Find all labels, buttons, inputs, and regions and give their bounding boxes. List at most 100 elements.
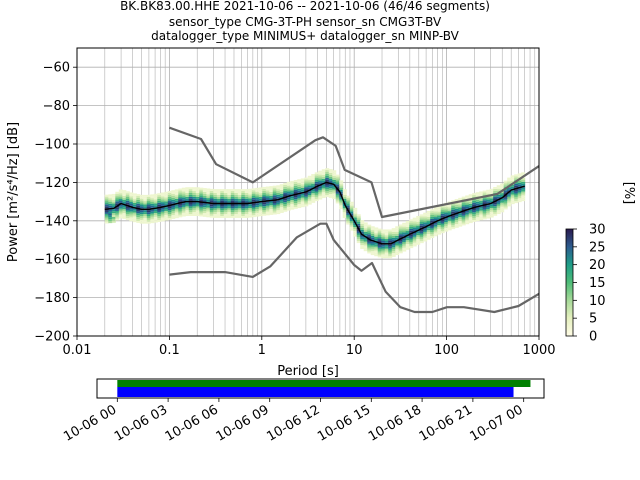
heatmap-cell [496, 208, 501, 211]
heatmap-cell [171, 209, 176, 212]
heatmap-cell [409, 225, 414, 227]
colorbar-tick-label: 20 [589, 258, 606, 273]
heatmap-cell [279, 211, 284, 213]
heatmap-cell [283, 190, 288, 193]
heatmap-cell [370, 232, 375, 234]
heatmap-cell [188, 204, 193, 207]
heatmap-cell [188, 212, 193, 215]
heatmap-cell [503, 180, 508, 183]
heatmap-cell [395, 251, 400, 254]
heatmap-cell [517, 184, 522, 187]
heatmap-cell [370, 235, 375, 238]
heatmap-cell [300, 205, 305, 208]
heatmap-cell [521, 199, 526, 202]
heatmap-cell [318, 188, 323, 190]
heatmap-cell [283, 207, 288, 210]
heatmap-cell [398, 243, 403, 246]
plot-area: 0.01 0.1 1 10 100 1000 −200−180−160−140−120−1… [34, 47, 556, 358]
heatmap-cell [122, 207, 127, 210]
heatmap-cell [248, 207, 253, 210]
heatmap-cell [188, 187, 193, 190]
heatmap-cell [122, 215, 127, 217]
heatmap-cell [129, 198, 134, 201]
heatmap-cell [262, 204, 267, 207]
heatmap-cell [157, 220, 162, 222]
heatmap-cell [202, 203, 207, 206]
heatmap-cell [321, 169, 326, 172]
heatmap-cell [419, 237, 424, 240]
heatmap-cell [202, 214, 207, 217]
heatmap-cell [311, 197, 316, 200]
heatmap-cell [167, 198, 172, 201]
heatmap-cell [269, 191, 274, 194]
heatmap-cell [426, 234, 431, 236]
heatmap-cell [433, 228, 438, 231]
heatmap-cell [367, 240, 372, 242]
heatmap-cell [447, 211, 452, 214]
heatmap-cell [269, 188, 274, 190]
heatmap-cell [465, 220, 470, 223]
heatmap-cell [244, 204, 249, 207]
heatmap-cell [272, 202, 277, 205]
heatmap-cell [258, 214, 263, 217]
heatmap-cell [307, 196, 312, 199]
heatmap-cell [136, 194, 141, 197]
heatmap-cell [349, 205, 354, 208]
heatmap-cell [437, 213, 442, 216]
heatmap-cell [115, 214, 120, 217]
heatmap-cell [129, 219, 134, 222]
heatmap-cell [314, 189, 319, 192]
heatmap-cell [311, 199, 316, 201]
heatmap-cell [108, 221, 113, 224]
heatmap-cell [328, 194, 333, 196]
heatmap-cell [433, 226, 438, 229]
heatmap-cell [521, 180, 526, 182]
heatmap-cell [304, 177, 309, 180]
heatmap-cell [475, 217, 480, 220]
heatmap-cell [146, 196, 151, 199]
heatmap-cell [496, 206, 501, 209]
heatmap-cell [311, 189, 316, 192]
heatmap-cell [367, 245, 372, 248]
heatmap-cell [290, 205, 295, 208]
heatmap-cell [402, 234, 407, 237]
heatmap-cell [199, 206, 204, 209]
heatmap-cell [367, 232, 372, 235]
heatmap-cell [402, 249, 407, 252]
y-axis-ticks: −200−180−160−140−120−100−80−60 [34, 61, 77, 345]
heatmap-cell [458, 207, 463, 210]
heatmap-cell [461, 213, 466, 216]
heatmap-cell [153, 201, 158, 204]
heatmap-cell [286, 202, 291, 205]
heatmap-cell [444, 223, 449, 226]
heatmap-cell [272, 197, 277, 200]
heatmap-cell [381, 233, 386, 236]
heatmap-cell [346, 195, 351, 198]
heatmap-cell [272, 204, 277, 207]
heatmap-cell [118, 212, 123, 215]
heatmap-cell [451, 227, 456, 230]
heatmap-cell [276, 192, 281, 195]
heatmap-cell [426, 226, 431, 229]
heatmap-cell [416, 217, 421, 220]
heatmap-cell [293, 183, 298, 186]
heatmap-cell [297, 186, 302, 189]
heatmap-cell [461, 208, 466, 211]
heatmap-cell [220, 210, 225, 213]
heatmap-cell [118, 210, 123, 213]
heatmap-cell [381, 239, 386, 241]
heatmap-cell [430, 228, 435, 231]
heatmap-cell [125, 218, 130, 221]
heatmap-cell [321, 176, 326, 179]
heatmap-cell [150, 213, 155, 216]
heatmap-cell [269, 205, 274, 208]
low-noise-model-line [169, 222, 540, 314]
heatmap-cell [251, 188, 256, 191]
heatmap-cell [370, 230, 375, 233]
heatmap-cell [433, 215, 438, 218]
heatmap-cell [472, 219, 477, 222]
heatmap-cell [468, 213, 473, 216]
heatmap-cell [237, 196, 242, 199]
heatmap-cell [398, 226, 403, 229]
